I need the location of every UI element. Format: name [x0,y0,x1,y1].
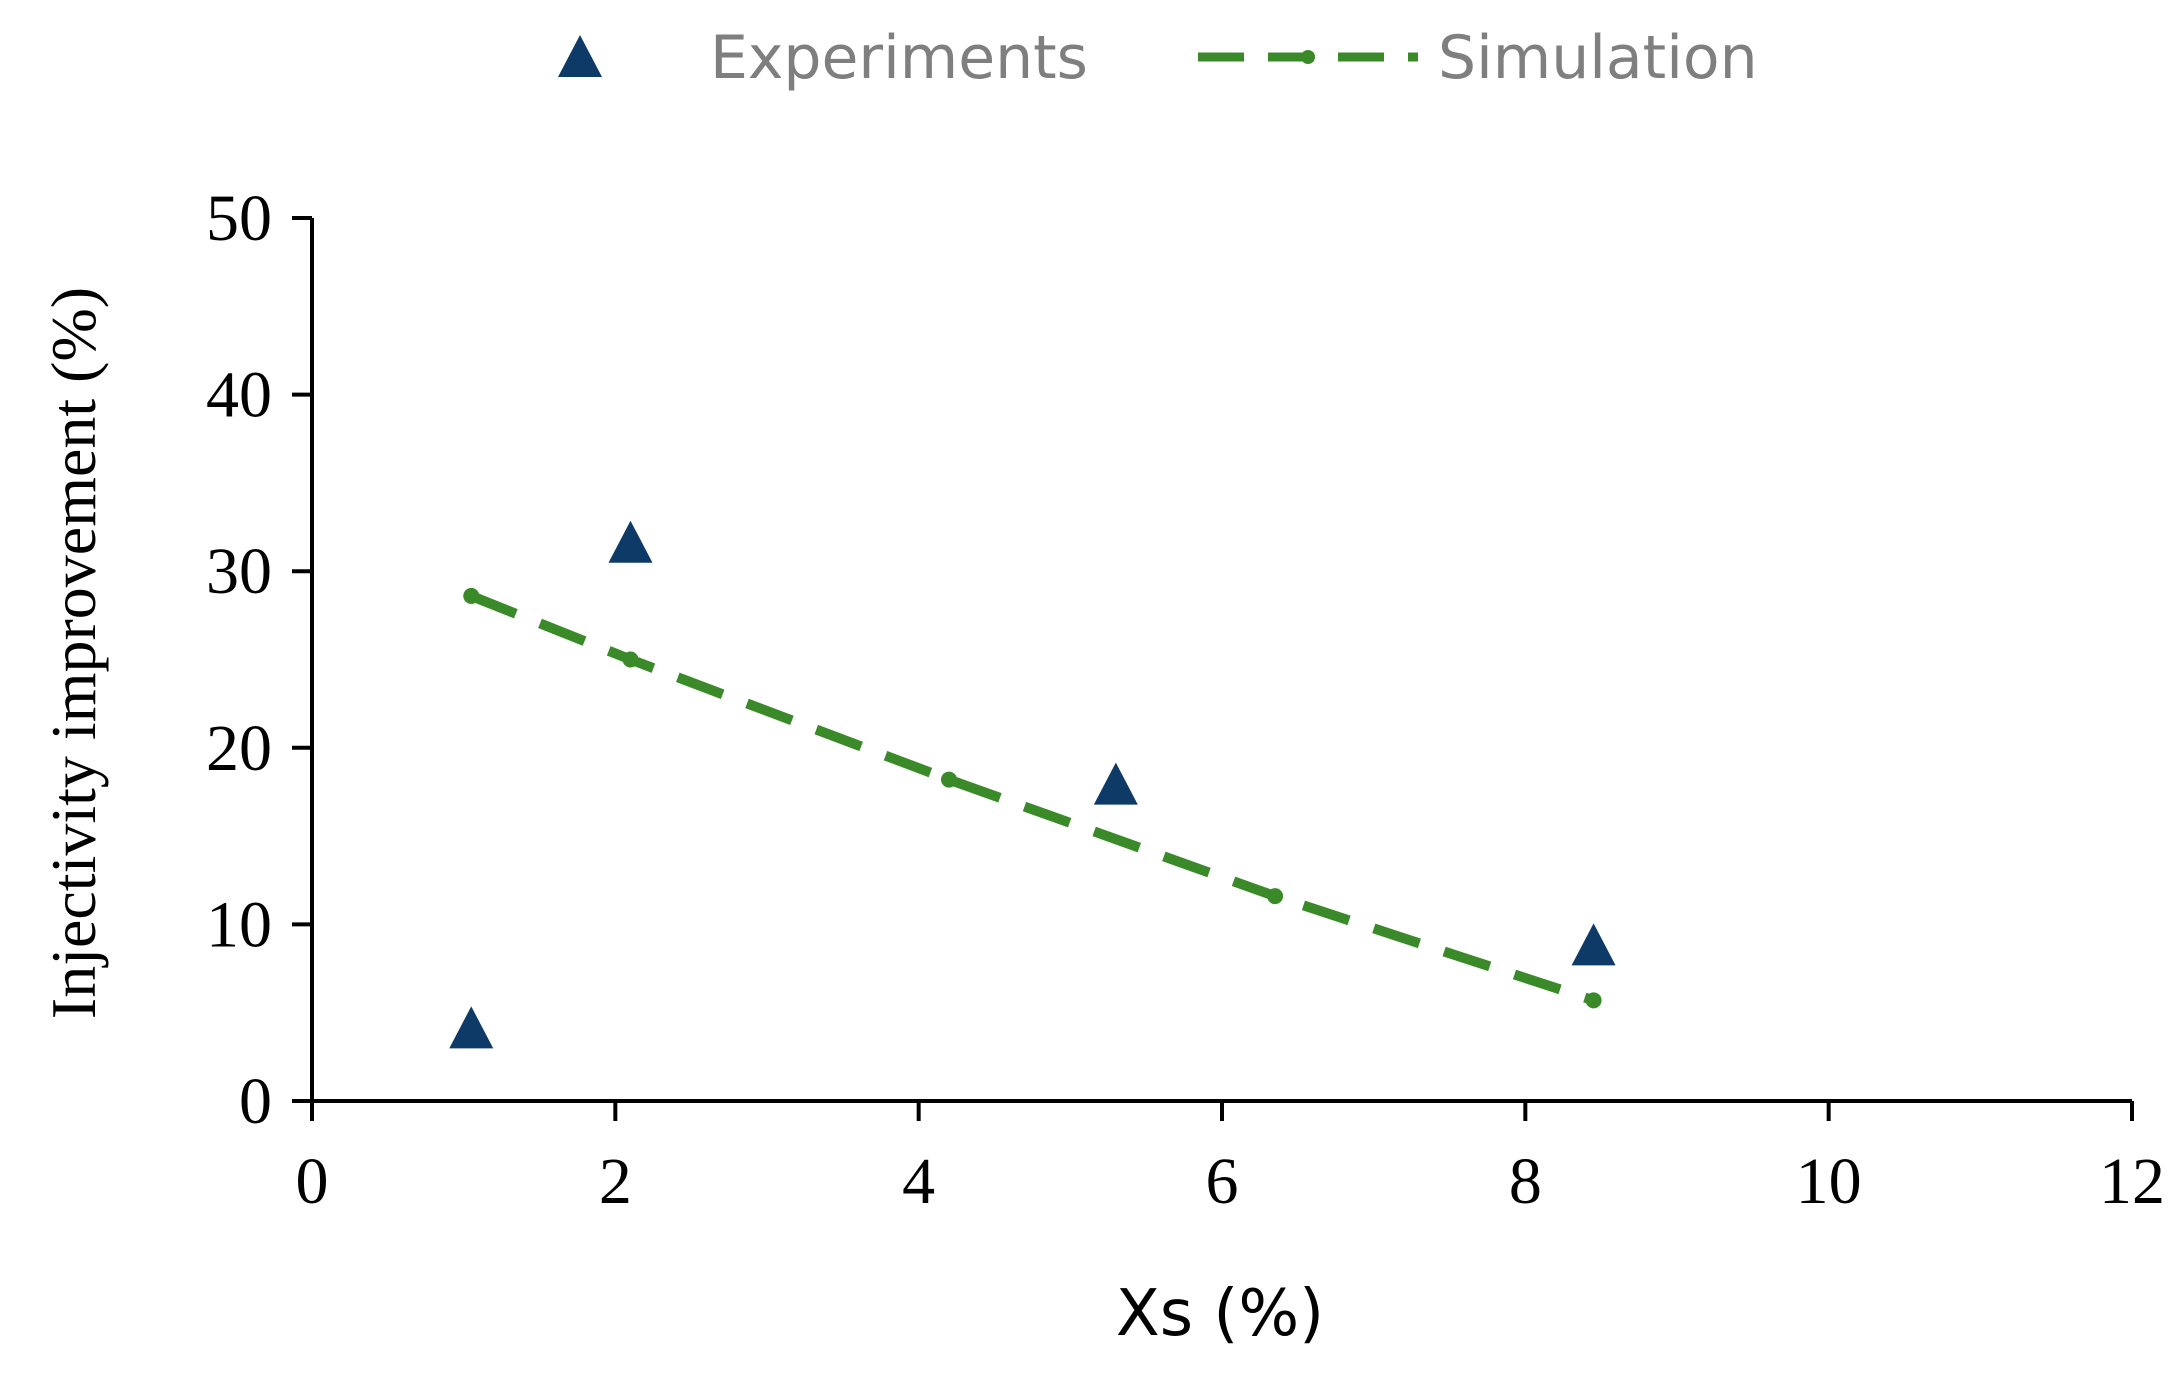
x-tick-label: 0 [296,1145,329,1218]
y-tick-label: 50 [206,182,272,255]
experiment-point [449,1006,494,1049]
x-axis-label: Xs (%) [1116,1277,1324,1351]
y-tick-label: 0 [239,1065,272,1138]
series-experiments [449,520,1616,1049]
legend-marker-experiments [558,35,602,77]
y-tick-label: 30 [206,535,272,608]
legend-item-experiments: Experiments [558,23,1088,93]
simulation-point [1585,992,1602,1009]
x-tick-label: 8 [1509,1145,1542,1218]
y-axis-ticks: 0 10 20 30 40 50 [206,182,312,1138]
experiment-point [1093,762,1138,805]
series-simulation [463,587,1602,1009]
x-axis-ticks: 0 2 4 6 8 10 12 [296,1101,2165,1218]
legend-dot-simulation [1301,50,1315,64]
axes [310,218,2132,1103]
y-tick-label: 40 [206,359,272,432]
y-tick-label: 10 [206,888,272,961]
simulation-point [941,771,957,788]
legend-item-simulation: Simulation [1198,23,1758,93]
x-tick-label: 2 [599,1145,632,1218]
simulation-point [622,651,639,668]
x-tick-label: 12 [2099,1145,2165,1218]
simulation-point [1267,888,1284,905]
legend: Experiments Simulation [558,23,1758,93]
simulation-point [463,587,480,604]
experiment-point [1571,923,1616,966]
legend-label-experiments: Experiments [710,23,1088,93]
x-tick-label: 10 [1796,1145,1862,1218]
y-tick-label: 20 [206,712,272,785]
y-axis-label: Injectivity improvement (%) [38,287,109,1019]
x-tick-label: 4 [902,1145,935,1218]
legend-label-simulation: Simulation [1438,23,1758,93]
simulation-line [469,591,1596,1006]
experiment-point [608,520,653,563]
x-tick-label: 6 [1206,1145,1239,1218]
